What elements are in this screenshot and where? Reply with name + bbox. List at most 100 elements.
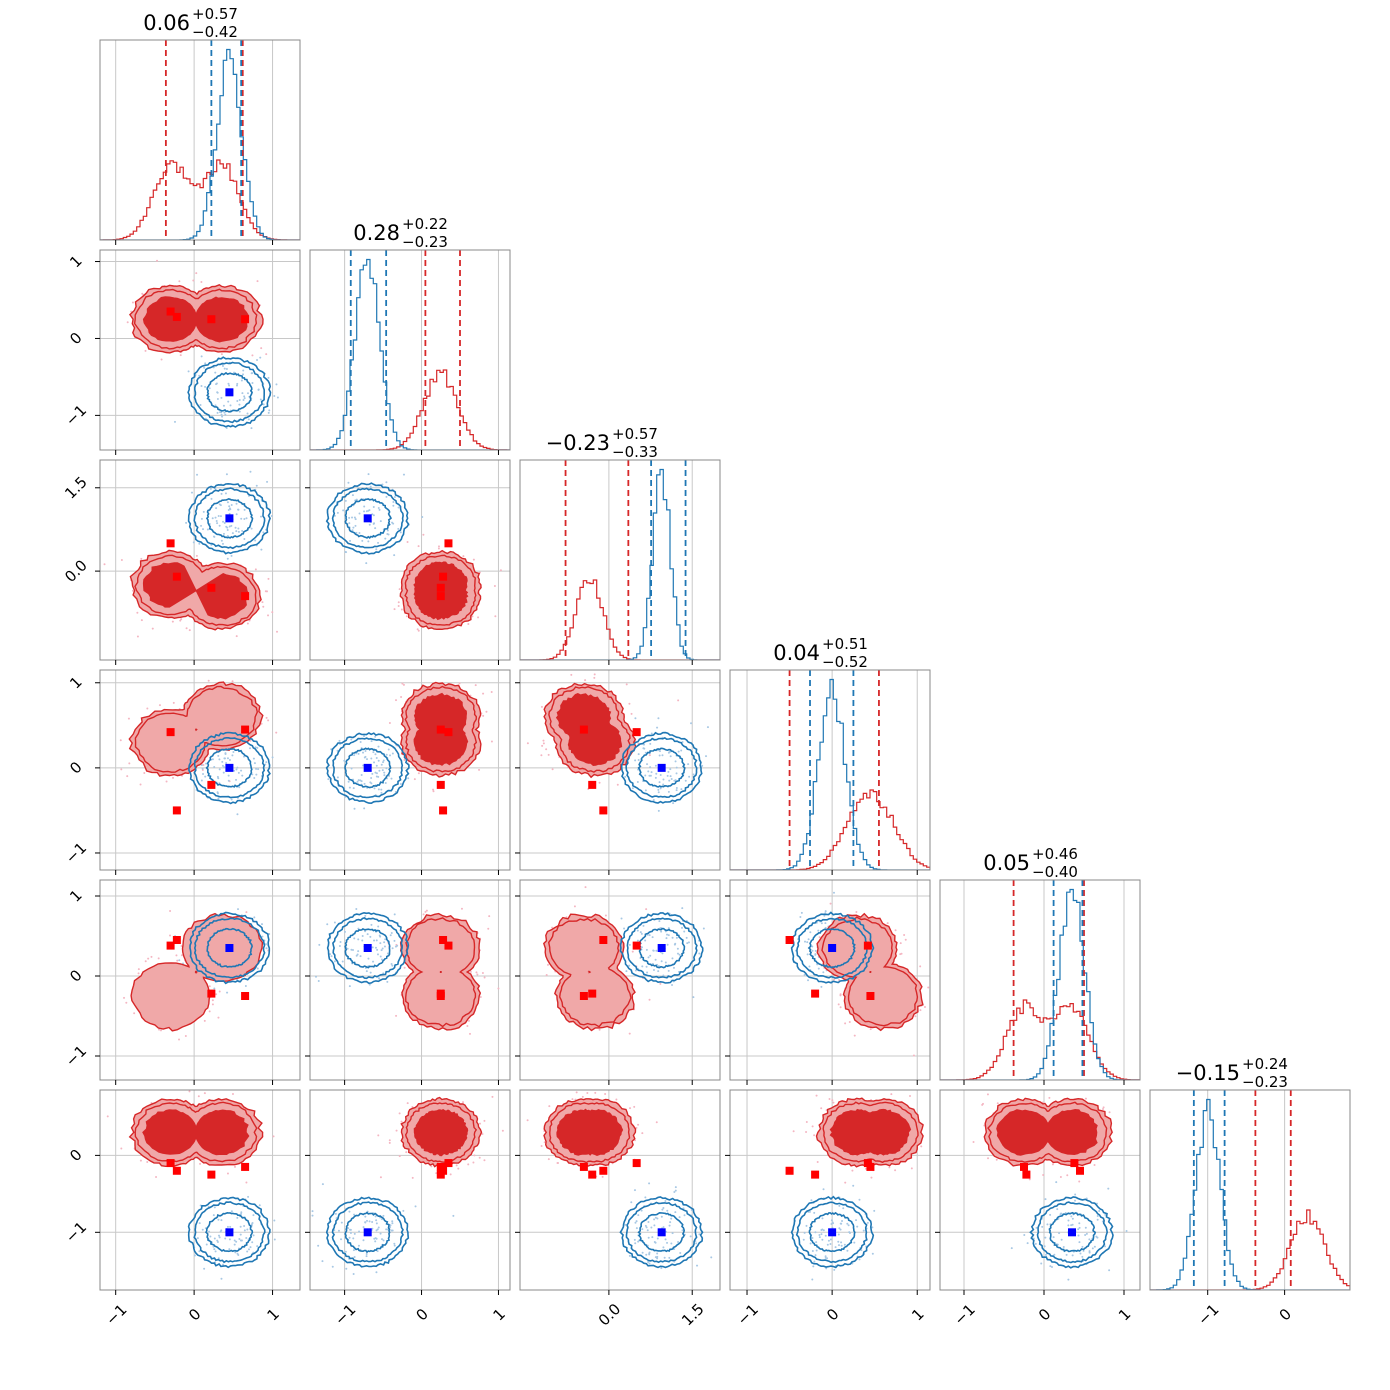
red-contour-mid xyxy=(133,288,258,350)
blue-sample-point xyxy=(352,526,355,529)
blue-sample-point xyxy=(662,974,665,977)
blue-sample-point xyxy=(662,1226,665,1229)
blue-sample-point xyxy=(1034,1242,1037,1245)
red-sample-point xyxy=(919,965,922,968)
blue-sample-point xyxy=(233,1239,236,1242)
blue-sample-point xyxy=(656,1252,659,1255)
blue-sample-point xyxy=(361,539,364,542)
red-marker xyxy=(785,936,794,944)
blue-sample-point xyxy=(381,483,384,486)
red-sample-point xyxy=(641,1132,644,1135)
red-sample-point xyxy=(160,358,163,361)
red-sample-point xyxy=(829,902,832,905)
red-sample-point xyxy=(267,577,270,580)
blue-sample-point xyxy=(652,949,655,952)
blue-sample-point xyxy=(389,1224,392,1227)
blue-sample-point xyxy=(386,980,389,983)
blue-sample-point xyxy=(812,1265,815,1268)
blue-sample-point xyxy=(1067,1278,1070,1281)
blue-sample-point xyxy=(674,1189,677,1192)
blue-sample-point xyxy=(381,769,384,772)
blue-sample-point xyxy=(196,473,199,476)
x-tick-label: 0 xyxy=(823,1305,842,1324)
blue-sample-point xyxy=(222,458,224,460)
x-tick-label: 1 xyxy=(264,1305,283,1324)
blue-sample-point xyxy=(643,747,646,750)
blue-sample-point xyxy=(344,551,347,554)
red-sample-point xyxy=(155,1175,158,1178)
blue-sample-point xyxy=(399,783,402,786)
red-sample-point xyxy=(180,618,183,621)
red-sample-point xyxy=(479,995,482,998)
blue-marker xyxy=(828,944,837,952)
blue-sample-point xyxy=(229,404,232,407)
red-sample-point xyxy=(475,971,478,974)
blue-sample-point xyxy=(255,767,258,770)
blue-contour-inner xyxy=(808,1211,856,1253)
red-sample-point xyxy=(172,701,175,704)
red-sample-point xyxy=(477,616,480,619)
blue-sample-point xyxy=(385,495,388,498)
red-sample-point xyxy=(570,673,573,676)
panel-frame xyxy=(99,1089,301,1291)
blue-sample-point xyxy=(333,960,336,963)
blue-sample-point xyxy=(634,1242,637,1245)
blue-sample-point xyxy=(367,957,370,960)
blue-sample-point xyxy=(678,953,681,956)
red-sample-point xyxy=(218,990,221,993)
blue-sample-point xyxy=(817,929,820,932)
blue-sample-point xyxy=(620,917,623,920)
red-sample-point xyxy=(900,952,903,955)
blue-sample-point xyxy=(243,518,246,521)
blue-sample-point xyxy=(216,391,219,394)
blue-sample-point xyxy=(228,505,231,508)
red-sample-point xyxy=(422,913,425,916)
blue-sample-point xyxy=(374,735,377,738)
blue-sample-point xyxy=(866,1221,869,1224)
blue-sample-point xyxy=(647,1236,650,1239)
red-sample-point xyxy=(203,1092,206,1095)
red-sample-point xyxy=(265,353,268,356)
red-sample-point xyxy=(541,744,544,747)
red-sample-point xyxy=(483,1159,486,1162)
blue-sample-point xyxy=(1071,1254,1074,1257)
blue-sample-point xyxy=(657,970,660,973)
red-sample-point xyxy=(197,1095,200,1098)
blue-sample-point xyxy=(681,1229,684,1232)
blue-sample-point xyxy=(657,788,660,791)
x-tick-label: 0 xyxy=(1035,1305,1054,1324)
blue-sample-point xyxy=(648,1252,651,1255)
red-marker xyxy=(241,992,250,1000)
blue-sample-point xyxy=(692,996,695,999)
blue-sample-point xyxy=(633,1238,636,1241)
blue-sample-point xyxy=(397,527,400,530)
blue-sample-point xyxy=(664,961,667,964)
blue-contour-inner xyxy=(344,747,392,789)
blue-sample-point xyxy=(390,777,393,780)
blue-sample-point xyxy=(667,770,670,773)
red-marker xyxy=(172,806,181,815)
blue-sample-point xyxy=(688,775,691,778)
blue-sample-point xyxy=(260,548,263,551)
red-sample-point xyxy=(169,910,172,913)
red-sample-point xyxy=(478,768,481,771)
blue-sample-point xyxy=(1043,1245,1046,1248)
red-marker xyxy=(632,941,641,950)
blue-sample-point xyxy=(380,763,383,766)
blue-sample-point xyxy=(383,774,386,777)
blue-marker xyxy=(225,944,234,952)
blue-sample-point xyxy=(348,516,351,519)
blue-sample-point xyxy=(196,1237,199,1240)
blue-sample-point xyxy=(644,774,647,777)
red-contour-mid xyxy=(404,1102,478,1163)
red-sample-point xyxy=(254,568,257,571)
blue-sample-point xyxy=(386,532,389,535)
red-sample-point xyxy=(935,996,937,998)
blue-sample-point xyxy=(858,1258,861,1261)
x-tick-label: 0 xyxy=(185,1305,204,1324)
blue-sample-point xyxy=(362,1226,365,1229)
red-sample-point xyxy=(403,758,406,761)
red-sample-point xyxy=(120,558,123,561)
red-sample-point xyxy=(586,1091,589,1094)
red-sample-point xyxy=(910,1167,913,1170)
